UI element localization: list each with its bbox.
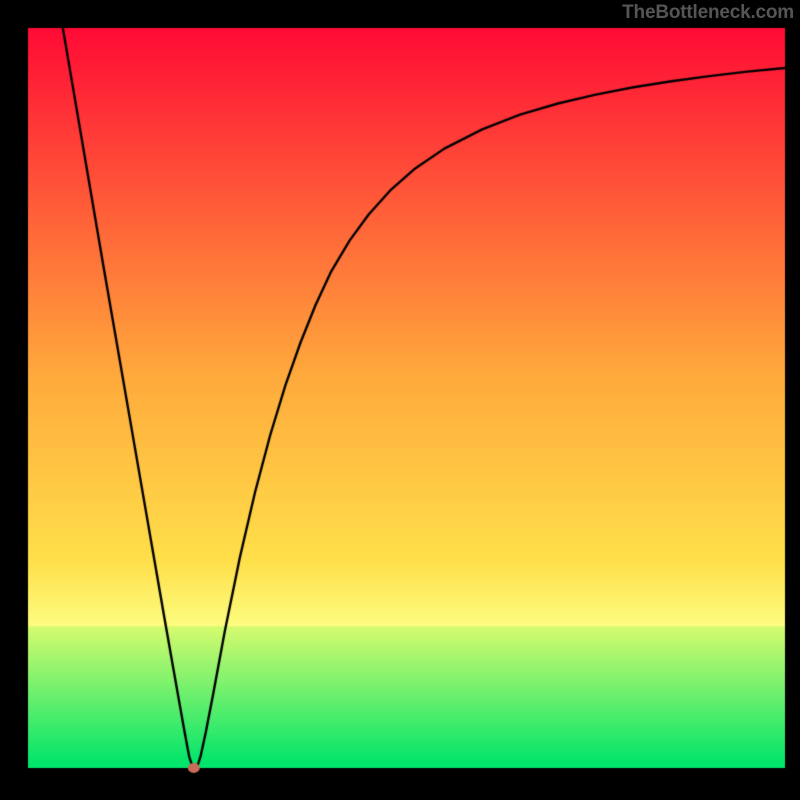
chart-line-layer — [0, 0, 800, 800]
chart-container: TheBottleneck.com — [0, 0, 800, 800]
watermark-label: TheBottleneck.com — [622, 2, 794, 24]
